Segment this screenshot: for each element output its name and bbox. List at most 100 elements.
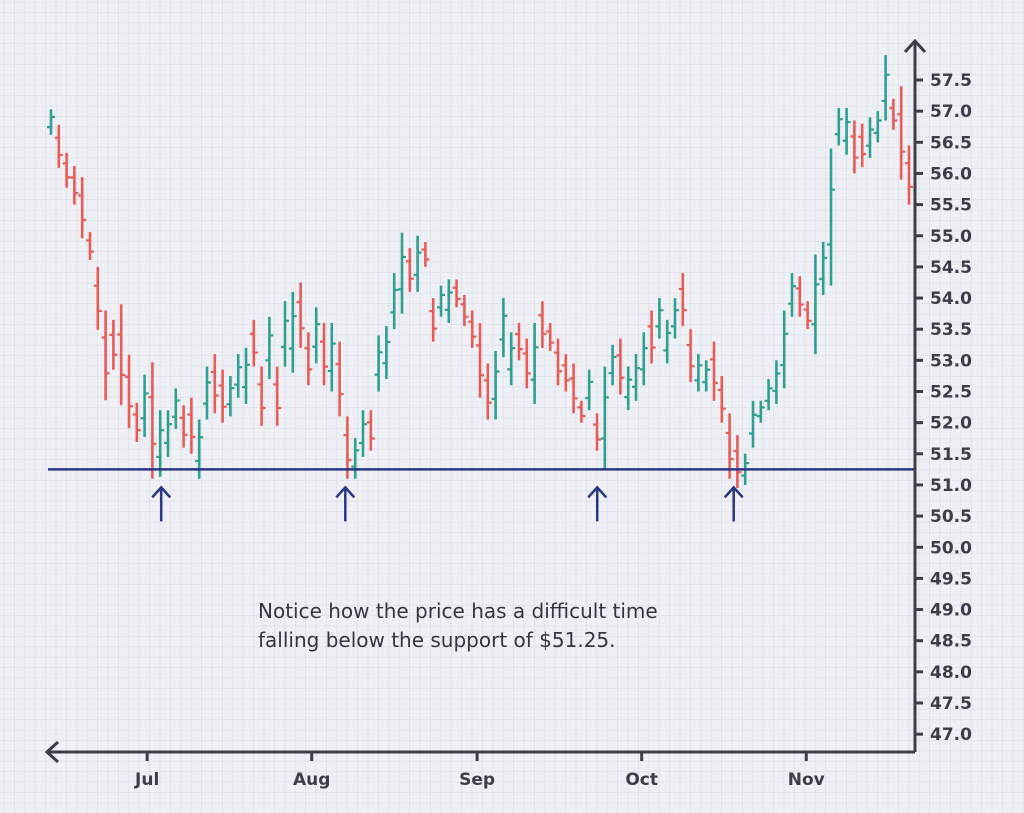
ohlc-bar [780,310,789,389]
ohlc-bar [265,316,274,380]
y-tick-label: 48.0 [930,663,972,683]
price-bars [47,55,913,489]
ohlc-bar [444,279,453,323]
x-axis-ticks: Jul Aug Sep Oct Nov [134,752,825,790]
y-tick-label: 51.0 [930,476,972,496]
y-tick-label: 57.0 [930,102,972,122]
ohlc-bar [827,148,835,286]
ohlc-bar [491,351,500,420]
ohlc-bar [203,366,211,420]
ohlc-bar [764,379,773,411]
ohlc-bar [179,405,188,448]
ohlc-bar [873,111,882,143]
ohlc-bar [515,322,523,361]
ohlc-bar [359,410,367,457]
ohlc-bar [242,347,250,404]
up-arrow-icon [335,485,356,522]
arrow-head [587,485,608,499]
y-tick-label: 52.5 [930,383,972,403]
ohlc-bar [398,232,406,314]
ohlc-bar [257,366,266,426]
ohlc-bar [109,319,118,370]
ohlc-bar [164,410,172,457]
ohlc-bar [296,282,305,348]
ohlc-bar [756,400,765,423]
x-tick-label: Jul [134,770,159,790]
ohlc-bar [54,124,63,168]
ohlc-bar [304,332,313,386]
ohlc-bar [78,177,87,239]
ohlc-bar [858,123,867,168]
y-tick-label: 55.0 [930,227,972,247]
ohlc-bar [788,273,796,317]
y-axis-arrow-icon [903,38,927,54]
ohlc-bar [866,117,874,158]
ohlc-bar [897,86,906,180]
ohlc-bar [187,397,196,454]
x-tick-label: Nov [788,770,825,790]
ohlc-bar [366,410,375,451]
ohlc-bar [281,301,289,367]
ohlc-bar [803,301,812,330]
ohlc-bar [125,354,133,429]
ohlc-bar [842,108,851,155]
y-tick-label: 47.0 [930,725,972,745]
ohlc-bar [632,354,640,401]
ohlc-bar [538,301,547,348]
ohlc-bar [772,360,781,404]
ohlc-bar [561,354,570,392]
ohlc-bar [335,341,344,417]
ohlc-bar [686,329,695,383]
ohlc-bar [850,120,859,174]
y-tick-label: 51.5 [930,445,972,465]
ohlc-bar [288,291,297,373]
y-axis-ticks: 47.0 47.5 48.0 48.5 49.0 49.5 50.0 50.5 51.0 51.5… [915,71,972,745]
ohlc-bar [429,298,438,342]
ohlc-bar [70,165,79,205]
ohlc-bar [218,369,227,423]
ohlc-bar [413,235,422,292]
ohlc-bar [624,366,633,411]
ohlc-bar [811,254,820,355]
ohlc-bar [62,152,71,188]
ohlc-bar [374,335,383,392]
y-tick-label: 54.0 [930,289,972,309]
x-tick-label: Sep [459,770,495,790]
ohlc-bar [546,322,555,352]
arrow-head [151,485,172,499]
ohlc-bar [678,273,687,327]
ohlc-bar [749,400,757,448]
ohlc-bar [390,273,399,330]
up-arrow-icon [587,485,608,522]
ohlc-bar [608,344,617,386]
y-tick-label: 48.5 [930,632,972,652]
ohlc-bar [522,338,531,389]
ohlc-bar [725,413,734,479]
ohlc-bar [312,307,321,364]
ohlc-bar [600,366,609,470]
y-tick-label: 56.0 [930,164,972,184]
ohlc-bar [437,285,445,317]
ohlc-bar [717,375,726,423]
y-tick-label: 50.5 [930,507,972,527]
ohlc-bar [117,304,126,406]
ohlc-bar [585,369,594,411]
x-axis-arrow-icon [44,740,60,764]
ohlc-bar [148,362,157,479]
ohlc-bar [530,322,539,404]
ohlc-bar [569,363,578,414]
ohlc-bar [93,266,102,330]
y-tick-label: 52.0 [930,414,972,434]
ohlc-bar [639,332,648,386]
annotation-line-2: falling below the support of $51.25. [258,628,616,652]
y-tick-label: 54.5 [930,258,972,278]
ohlc-bar [226,375,235,417]
y-tick-label: 55.5 [930,196,972,216]
ohlc-bar [47,109,55,135]
y-tick-label: 47.5 [930,694,972,714]
y-tick-label: 49.5 [930,569,972,589]
ohlc-bar [452,279,461,308]
ohlc-bar [647,310,656,364]
ohlc-bar [320,322,328,386]
